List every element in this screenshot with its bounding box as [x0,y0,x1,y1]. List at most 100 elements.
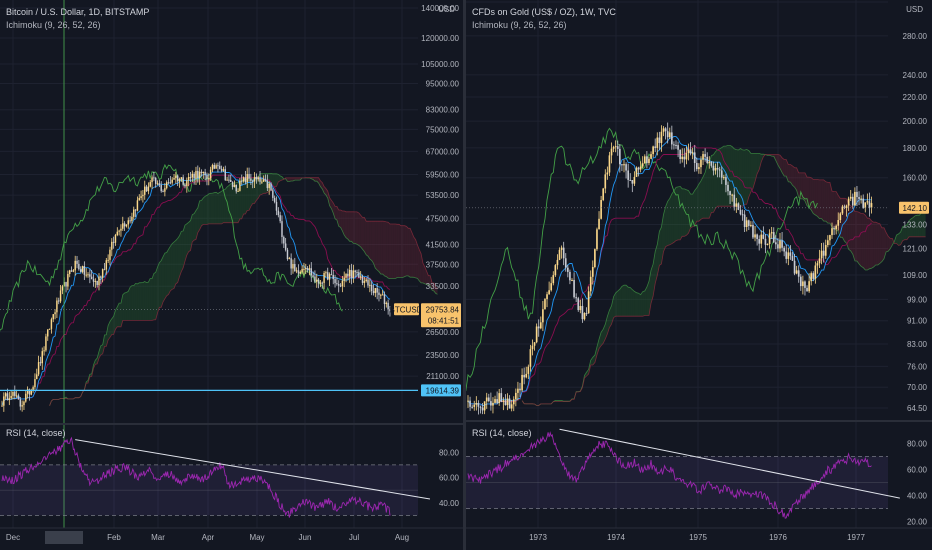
gold-chart-title[interactable]: CFDs on Gold (US$ / OZ), 1W, TVC [472,7,616,17]
countdown-tag: 08:41:51 [428,316,460,325]
cloud-segment [827,182,830,224]
ichimoku-cloud [522,145,926,406]
candle-body [294,264,296,272]
cloud-segment [759,153,762,170]
currency-label: USD [906,5,923,14]
cloud-segment [375,221,378,270]
candle-body [39,362,42,364]
cloud-segment [694,187,697,226]
candle-body [806,287,808,292]
cloud-segment [411,232,414,278]
candle-body [708,161,711,164]
cloud-segment [368,221,370,259]
candle-body [151,177,153,183]
cloud-segment [139,282,142,321]
cloud-segment [879,223,882,264]
candle-body [325,272,327,274]
cloud-segment [346,211,348,240]
cloud-segment [402,225,405,278]
cloud-segment [148,278,151,321]
candle-body [654,146,657,148]
candle-body [30,390,33,395]
candle-body [286,249,289,259]
cloud-segment [128,287,131,321]
cloud-segment [115,306,118,330]
gold-rsi-label[interactable]: RSI (14, close) [472,428,532,438]
candle-body [610,148,613,156]
cloud-segment [742,149,745,207]
candle-body [189,176,192,178]
cloud-segment [161,256,163,308]
cloud-segment [373,221,376,269]
cloud-segment [794,167,797,191]
rsi-trendline[interactable] [559,428,900,499]
btc-chart-title[interactable]: Bitcoin / U.S. Dollar, 1D, BITSTAMP [6,7,150,17]
cloud-segment [280,175,282,181]
price-axis-tick: 140000.00 [421,4,459,13]
candle-body [204,171,206,176]
cloud-segment [181,230,184,272]
candle-body [372,290,375,294]
candle-body [34,379,36,388]
candle-body [843,206,846,208]
pane-divider[interactable] [463,0,466,550]
cloud-segment [780,155,783,173]
cloud-segment [384,221,387,277]
btc-chart-canvas[interactable]: 140000.00 120000.00 105000.00 95000.00 83000… [0,0,464,550]
candle-body [864,202,867,208]
candle-body [17,395,20,400]
cloud-segment [884,227,887,259]
candle-body [608,155,611,173]
gold-chart-pane[interactable]: 280.00 240.00 220.00 200.00 180.00 160.00 133.… [466,0,932,550]
candle-body [710,161,713,166]
candle-body [481,407,484,411]
candle-body [656,137,659,148]
candle-body [50,319,53,329]
candle-body [167,182,170,184]
gold-chart-canvas[interactable]: 280.00 240.00 220.00 200.00 180.00 160.00 133.… [466,0,932,550]
candle-body [818,258,821,264]
cloud-segment [126,291,129,321]
candle-body [556,259,559,266]
candle-body [65,282,67,287]
cloud-segment [850,205,853,255]
cloud-segment [152,273,154,321]
price-axis-tick: 83.00 [907,340,928,349]
rsi-trendline[interactable] [75,439,431,500]
cloud-segment [371,221,374,264]
candle-body [299,271,302,274]
candle-body [594,249,596,268]
btc-indicator-label[interactable]: Ichimoku (9, 26, 52, 26) [6,20,101,30]
candle-body [789,252,792,256]
candle-body [779,240,781,249]
cloud-segment [131,285,134,321]
candle-body [202,171,205,173]
candle-body [554,265,557,276]
cloud-segment [777,154,780,169]
leading-span-a [521,145,926,406]
cloud-segment [230,183,233,223]
cloud-segment [316,177,319,184]
candle-body [762,234,765,239]
candle-body [57,300,60,302]
cloud-segment [790,164,793,186]
cloud-segment [364,217,367,255]
cloud-segment [871,220,874,269]
cloud-segment [324,186,326,195]
cloud-segment [655,244,658,284]
cloud-segment [243,179,246,214]
candle-body [658,137,661,143]
cloud-segment [692,190,695,227]
price-axis-tick: 121.00 [903,245,928,254]
candle-body [702,154,704,160]
candle-body [219,165,221,169]
price-axis-tick: 76.00 [907,362,928,371]
cloud-segment [682,188,685,237]
cloud-segment [821,179,824,222]
cloud-segment [410,228,412,278]
cloud-segment [249,177,251,211]
btc-chart-pane[interactable]: 140000.00 120000.00 105000.00 95000.00 83000… [0,0,464,550]
btc-rsi-label[interactable]: RSI (14, close) [6,428,66,438]
cloud-segment [861,213,864,268]
gold-indicator-label[interactable]: Ichimoku (9, 26, 52, 26) [472,20,567,30]
